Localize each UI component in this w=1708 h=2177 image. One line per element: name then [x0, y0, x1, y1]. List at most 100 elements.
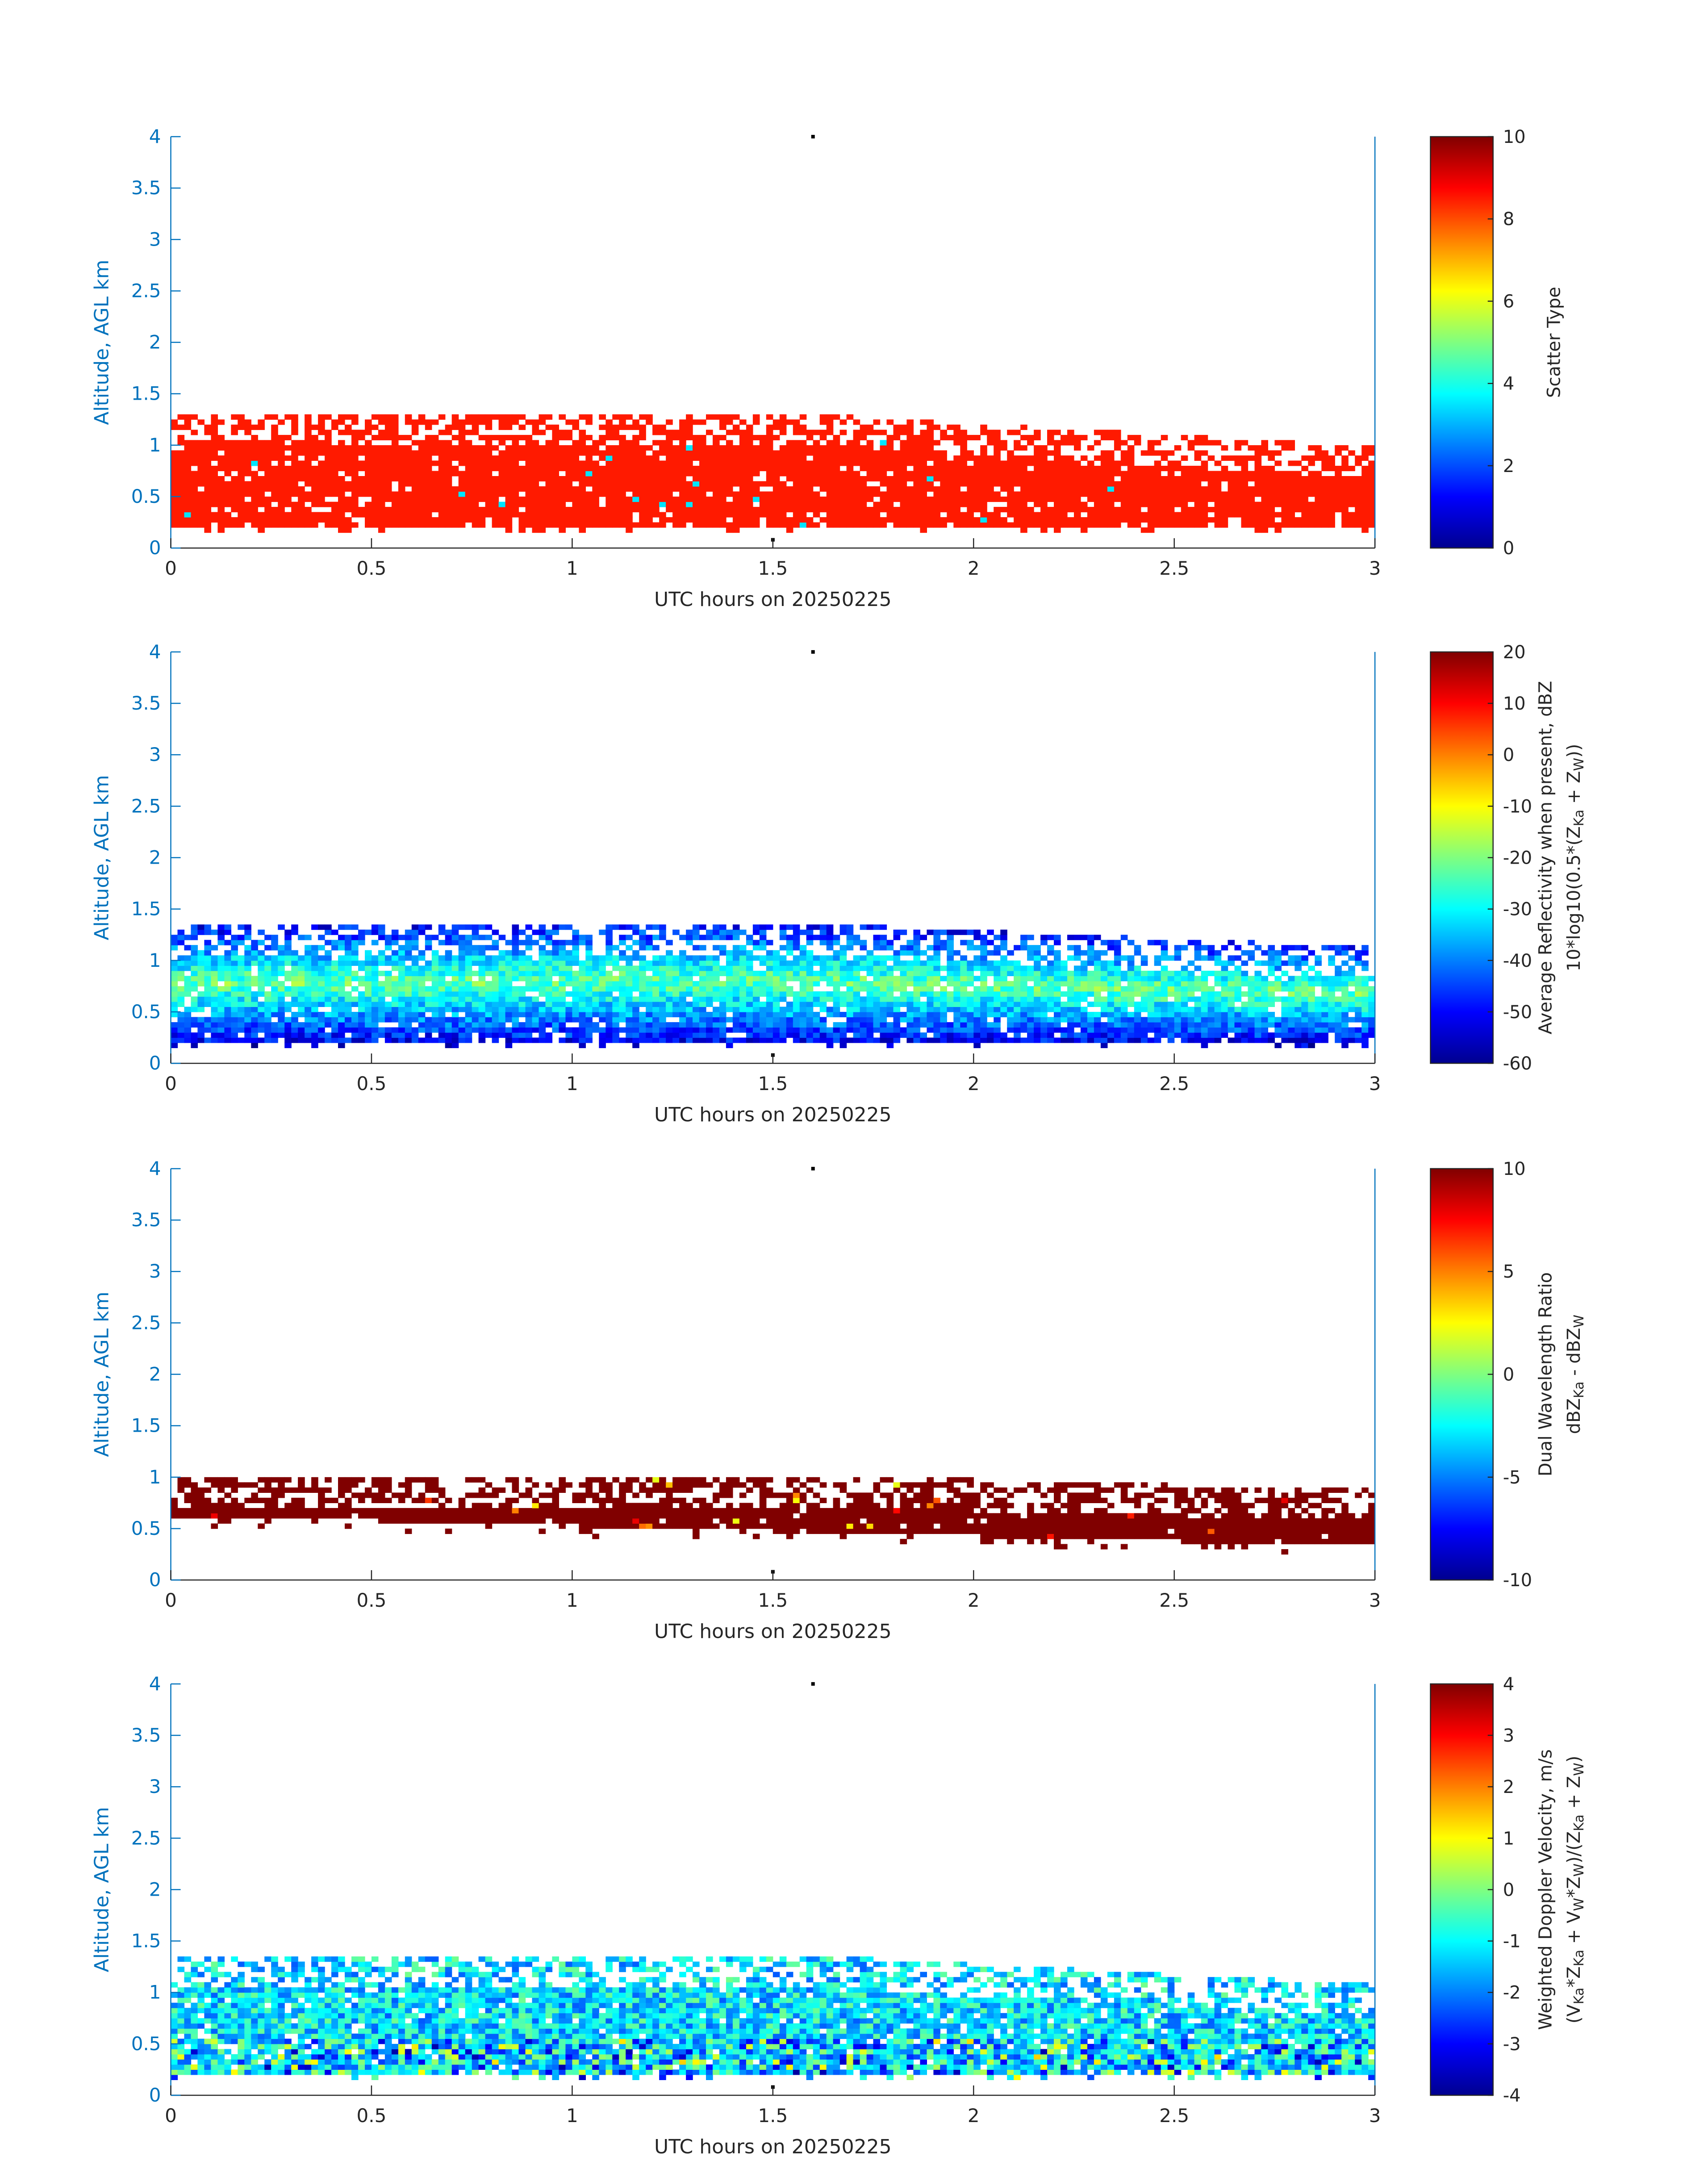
heatmap-cell [652, 1032, 660, 1038]
heatmap-cell [345, 527, 352, 533]
heatmap-cell [579, 970, 586, 976]
heatmap-cell [906, 440, 914, 446]
heatmap-cell [579, 471, 586, 476]
heatmap-cell [371, 965, 379, 971]
heatmap-cell [679, 1007, 686, 1012]
heatmap-cell [358, 466, 365, 472]
heatmap-cell [311, 986, 318, 992]
heatmap-cell [492, 955, 499, 961]
heatmap-cell [699, 991, 706, 997]
heatmap-cell [325, 1037, 332, 1043]
heatmap-cell [1321, 501, 1328, 507]
heatmap-cell [271, 435, 278, 440]
heatmap-cell [445, 996, 452, 1002]
heatmap-cell [1301, 455, 1308, 461]
heatmap-cell [258, 950, 265, 956]
heatmap-cell [679, 419, 686, 425]
heatmap-cell [632, 424, 639, 430]
heatmap-cell [224, 940, 231, 945]
heatmap-cell [539, 1011, 546, 1017]
heatmap-cell [766, 1007, 773, 1012]
heatmap-cell [1014, 445, 1021, 451]
heatmap-cell [846, 522, 854, 528]
heatmap-cell [1181, 471, 1188, 476]
heatmap-cell [626, 970, 633, 976]
heatmap-cell [171, 476, 178, 482]
heatmap-cell [579, 517, 586, 523]
heatmap-cell [445, 440, 452, 446]
heatmap-cell [398, 435, 405, 440]
heatmap-cell [197, 445, 205, 451]
heatmap-cell [331, 976, 338, 982]
heatmap-cell [1074, 517, 1081, 523]
heatmap-cell [458, 517, 466, 523]
heatmap-cell [927, 424, 934, 430]
heatmap-cell [1061, 512, 1068, 518]
heatmap-cell [238, 965, 245, 971]
heatmap-cell [719, 991, 727, 997]
heatmap-cell [284, 935, 292, 940]
heatmap-cell [532, 424, 539, 430]
heatmap-cell [284, 960, 292, 966]
heatmap-cell [231, 501, 238, 507]
heatmap-cell [599, 970, 606, 976]
heatmap-cell [211, 1017, 218, 1023]
heatmap-cell [204, 471, 211, 476]
heatmap-cell [786, 965, 793, 971]
heatmap-cell [793, 945, 800, 951]
heatmap-cell [485, 435, 493, 440]
heatmap-cell [900, 491, 907, 497]
heatmap-cell [940, 501, 947, 507]
heatmap-cell [1020, 466, 1027, 472]
heatmap-cell [411, 476, 419, 482]
heatmap-cell [311, 1037, 318, 1043]
heatmap-cell [211, 1001, 218, 1007]
heatmap-cell [465, 981, 472, 986]
heatmap-cell [1207, 471, 1215, 476]
heatmap-cell [606, 450, 613, 456]
heatmap-cell [425, 996, 432, 1002]
heatmap-cell [987, 455, 994, 461]
heatmap-cell [913, 491, 920, 497]
heatmap-cell [565, 1032, 572, 1038]
heatmap-cell [1020, 460, 1027, 466]
heatmap-cell [204, 507, 211, 513]
heatmap-cell [552, 950, 559, 956]
heatmap-cell [565, 940, 572, 945]
heatmap-cell [552, 471, 559, 476]
heatmap-cell [933, 517, 940, 523]
heatmap-cell [465, 924, 472, 930]
heatmap-cell [813, 1011, 820, 1017]
heatmap-cell [565, 1017, 572, 1023]
heatmap-cell [525, 1027, 533, 1033]
heatmap-cell [365, 471, 372, 476]
heatmap-cell [431, 501, 439, 507]
heatmap-cell [639, 460, 646, 466]
heatmap-cell [1014, 507, 1021, 513]
heatmap-cell [1281, 491, 1288, 497]
heatmap-cell [585, 512, 593, 518]
heatmap-cell [559, 507, 566, 513]
heatmap-cell [298, 491, 305, 497]
heatmap-cell [465, 486, 472, 492]
heatmap-cell [759, 445, 767, 451]
heatmap-cell [425, 965, 432, 971]
heatmap-cell [886, 476, 894, 482]
heatmap-cell [451, 965, 459, 971]
heatmap-cell [418, 1001, 426, 1007]
heatmap-cell [532, 1022, 539, 1028]
heatmap-cell [1100, 460, 1108, 466]
heatmap-cell [994, 445, 1001, 451]
heatmap-cell [458, 497, 466, 502]
heatmap-cell [391, 419, 399, 425]
heatmap-cell [639, 1032, 646, 1038]
heatmap-cell [779, 517, 787, 523]
heatmap-cell [425, 986, 432, 992]
heatmap-cell [258, 497, 265, 502]
heatmap-cell [652, 1017, 660, 1023]
heatmap-cell [826, 491, 834, 497]
heatmap-cell [619, 955, 626, 961]
heatmap-cell [1241, 517, 1249, 523]
heatmap-cell [271, 424, 278, 430]
heatmap-cell [639, 486, 646, 492]
